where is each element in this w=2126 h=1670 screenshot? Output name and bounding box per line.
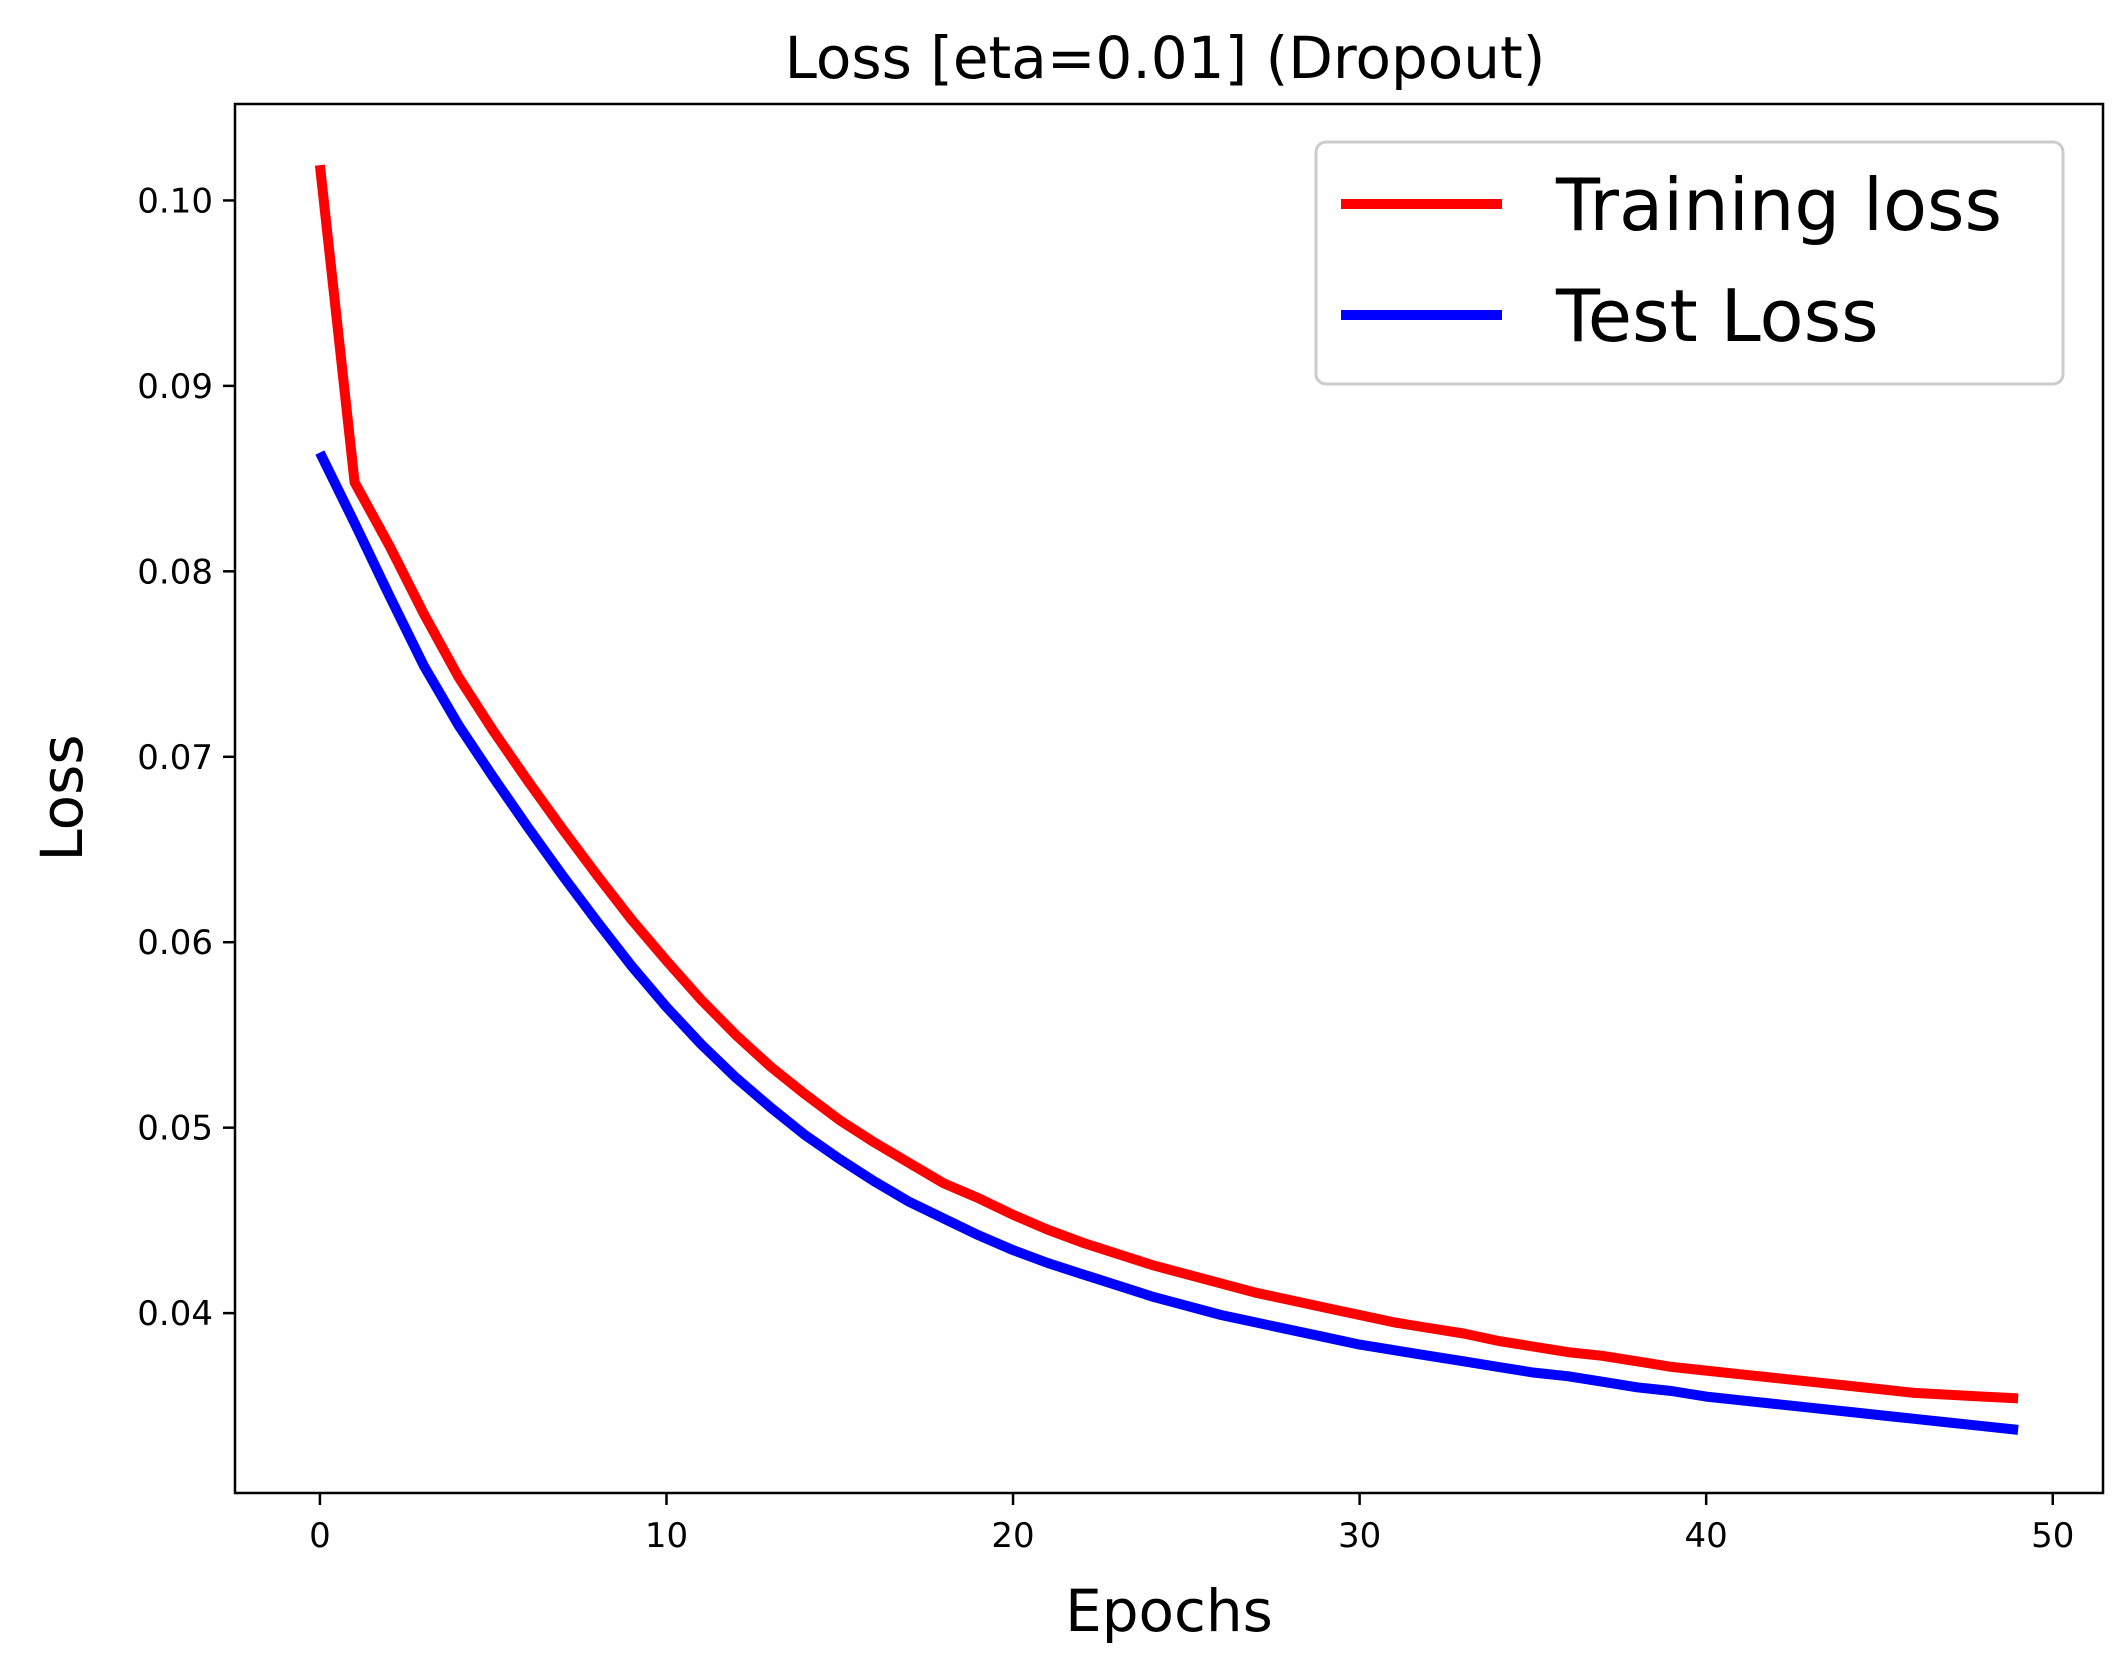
- legend-label-training-loss: Training loss: [1555, 163, 2002, 247]
- y-tick-label: 0.07: [137, 738, 213, 778]
- ticks-layer: 0 10 20 30 40 50 0.04 0.05 0.06 0.07 0.08 0.09 0.10: [137, 181, 2074, 1556]
- x-tick-label: 50: [2031, 1516, 2074, 1556]
- plot-frame: [233, 102, 2105, 1495]
- x-tick-label: 0: [309, 1516, 331, 1556]
- series-line-training-loss: [314, 164, 2019, 1404]
- y-axis-label: Loss: [28, 734, 96, 861]
- series-layer: [314, 164, 2019, 1435]
- y-tick-label: 0.09: [137, 367, 213, 407]
- y-tick-label: 0.08: [137, 552, 213, 592]
- x-tick-label: 20: [991, 1516, 1034, 1556]
- y-tick-label: 0.05: [137, 1109, 213, 1149]
- legend-box: [1314, 140, 2065, 386]
- chart-title: Loss [eta=0.01] (Dropout): [785, 24, 1546, 92]
- x-tick-label: 40: [1685, 1516, 1728, 1556]
- legend-label-test-loss: Test Loss: [1555, 274, 1879, 358]
- x-tick-label: 10: [645, 1516, 688, 1556]
- legend: Training loss Test Loss: [1314, 140, 2065, 386]
- x-axis-label: Epochs: [1065, 1577, 1273, 1645]
- y-tick-label: 0.10: [137, 181, 213, 221]
- y-tick-label: 0.04: [137, 1294, 213, 1334]
- y-tick-label: 0.06: [137, 923, 213, 963]
- series-line-test-loss: [315, 450, 2019, 1435]
- x-tick-label: 30: [1338, 1516, 1381, 1556]
